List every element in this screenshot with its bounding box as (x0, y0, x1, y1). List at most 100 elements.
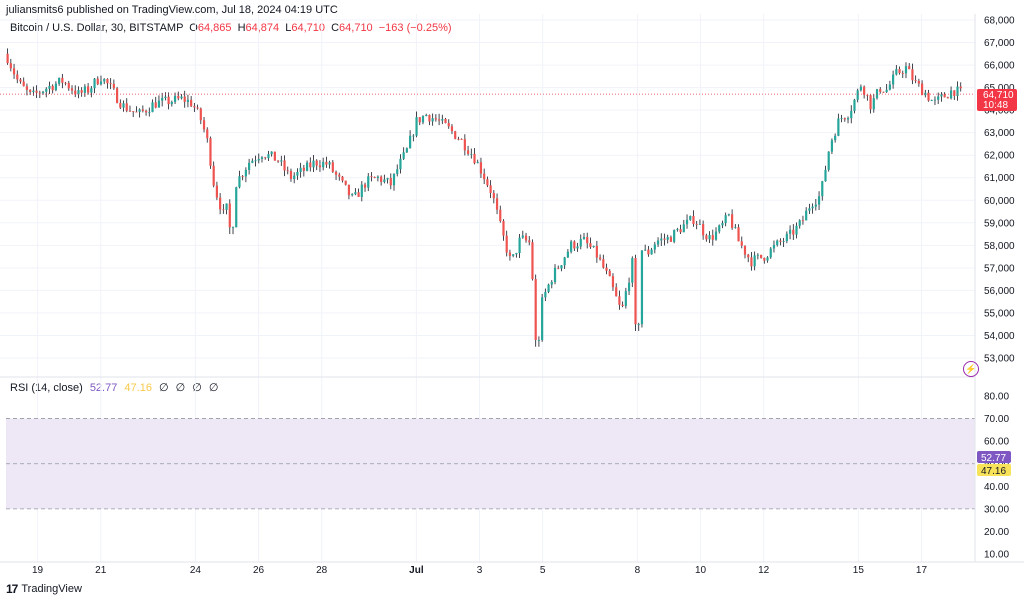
candle-body (212, 165, 215, 186)
candle-body (215, 185, 219, 198)
time-tick-label: 19 (32, 565, 44, 576)
candle-body (698, 224, 702, 225)
candle-body (470, 153, 473, 155)
candle-body (151, 102, 154, 113)
candle-body (441, 118, 444, 121)
candle-body (144, 110, 148, 113)
candle-body (660, 238, 663, 241)
candle-body (122, 103, 125, 108)
candle-body (219, 197, 222, 210)
candle-body (486, 179, 489, 186)
candle-body (685, 219, 689, 225)
time-tick-label: 3 (477, 565, 483, 576)
time-tick-label: 26 (253, 565, 265, 576)
candle-body (695, 224, 698, 225)
candle-body (843, 118, 846, 120)
candle-body (128, 110, 132, 112)
candle-body (943, 94, 946, 98)
candle-body (937, 96, 940, 100)
candle-body (428, 115, 431, 122)
candle-body (637, 324, 640, 325)
candle-body (58, 77, 61, 84)
candle-body (573, 241, 576, 249)
candle-body (933, 99, 937, 101)
candle-body (499, 209, 502, 222)
candle-body (54, 83, 58, 91)
candle-body (702, 224, 705, 236)
candle-body (341, 176, 344, 181)
candle-body (714, 231, 718, 240)
candle-body (859, 86, 863, 91)
candle-body (747, 254, 750, 258)
candle-body (718, 225, 721, 232)
candle-body (161, 97, 164, 101)
candle-body (611, 276, 615, 288)
candle-body (280, 160, 283, 162)
candle-body (579, 239, 582, 247)
symbol-name[interactable]: Bitcoin / U.S. Dollar, 30, BITSTAMP (10, 22, 184, 34)
price-tick-label: 65,000 (984, 83, 1015, 94)
candle-body (315, 160, 318, 166)
candle-body (914, 80, 917, 82)
candle-body (631, 258, 634, 283)
candle-body (454, 131, 457, 139)
candle-body (399, 158, 402, 170)
change-value: −163 (−0.25%) (378, 22, 452, 34)
price-tag-value: 64,710 (983, 90, 1014, 101)
candle-body (740, 241, 743, 246)
candle-body (837, 118, 840, 136)
rsi-tag: 52.77 (977, 451, 1011, 464)
price-tick-label: 57,000 (984, 263, 1015, 274)
candle-body (206, 129, 209, 139)
candle-body (634, 258, 637, 325)
candle-body (595, 245, 598, 258)
rsi-tick-label: 10.00 (984, 550, 1009, 561)
candle-body (653, 244, 656, 250)
candle-body (132, 111, 135, 112)
candle-body (863, 86, 866, 95)
candle-body (35, 90, 38, 93)
candle-body (711, 235, 714, 240)
candle-body (940, 94, 943, 97)
candle-body (363, 184, 367, 188)
candle-body (238, 176, 241, 188)
candle-body (283, 160, 286, 171)
candle-body (199, 108, 202, 121)
candle-body (257, 158, 260, 161)
candle-body (338, 174, 341, 177)
candle-body (528, 240, 531, 243)
rsi-ma-legend-value: 47.16 (124, 382, 152, 394)
candle-body (682, 224, 685, 233)
tradingview-brand[interactable]: 17 TradingView (6, 582, 82, 596)
candle-body (882, 91, 885, 93)
candle-body (370, 176, 373, 178)
candle-body (148, 112, 151, 113)
candle-body (222, 209, 225, 211)
candle-body (650, 249, 653, 255)
candle-body (354, 192, 357, 195)
candle-body (879, 89, 882, 92)
candle-body (302, 167, 305, 171)
rsi-na-values: ∅ ∅ ∅ ∅ (159, 382, 221, 394)
candle-body (444, 118, 447, 124)
candle-body (93, 78, 96, 89)
candle-body (38, 92, 41, 94)
candle-body (518, 237, 521, 253)
candle-body (663, 238, 666, 240)
candle-body (782, 241, 785, 242)
candle-body (19, 79, 22, 82)
publisher-line: juliansmits6 published on TradingView.co… (6, 4, 338, 16)
rsi-title[interactable]: RSI (14, close) (10, 382, 83, 394)
candle-body (254, 160, 257, 162)
candle-body (299, 167, 302, 172)
candle-body (351, 194, 354, 196)
candle-body (908, 66, 911, 70)
candle-body (6, 53, 9, 64)
candle-body (22, 81, 25, 87)
candle-body (953, 90, 956, 96)
bolt-icon[interactable]: ⚡ (963, 361, 979, 377)
candle-body (750, 257, 753, 267)
candle-body (541, 297, 544, 340)
time-tick-label: 15 (853, 565, 865, 576)
